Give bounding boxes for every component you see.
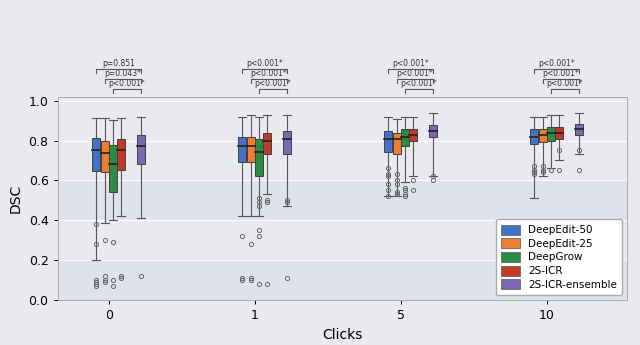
- Text: p<0.001*: p<0.001*: [547, 79, 583, 88]
- Text: p=0.043*: p=0.043*: [104, 69, 141, 78]
- Bar: [556, 127, 563, 138]
- Bar: [385, 130, 392, 152]
- Text: p<0.001*: p<0.001*: [538, 59, 575, 68]
- Bar: [117, 138, 125, 170]
- Bar: [255, 138, 263, 176]
- Bar: [58, 180, 627, 220]
- Bar: [283, 130, 291, 155]
- Text: p<0.001*: p<0.001*: [401, 79, 437, 88]
- Bar: [393, 132, 401, 155]
- Bar: [263, 132, 271, 155]
- Bar: [238, 137, 246, 162]
- Bar: [92, 138, 100, 171]
- Bar: [539, 129, 547, 142]
- Bar: [429, 125, 437, 137]
- Text: p<0.001*: p<0.001*: [255, 79, 291, 88]
- Text: p<0.001*: p<0.001*: [543, 69, 579, 78]
- Text: p=0.851: p=0.851: [102, 59, 135, 68]
- Bar: [575, 124, 583, 135]
- Bar: [547, 127, 555, 140]
- Bar: [109, 146, 117, 193]
- Bar: [409, 129, 417, 140]
- Text: p<0.001*: p<0.001*: [250, 69, 287, 78]
- Bar: [531, 129, 538, 145]
- X-axis label: Clicks: Clicks: [322, 328, 363, 342]
- Bar: [246, 137, 255, 162]
- Bar: [401, 129, 409, 147]
- Y-axis label: DSC: DSC: [9, 184, 23, 213]
- Text: p<0.001*: p<0.001*: [246, 59, 283, 68]
- Bar: [100, 140, 109, 172]
- Bar: [58, 260, 627, 300]
- Bar: [137, 135, 145, 165]
- Text: p<0.001*: p<0.001*: [396, 69, 433, 78]
- Text: p<0.001*: p<0.001*: [108, 79, 145, 88]
- Legend: DeepEdit-50, DeepEdit-25, DeepGrow, 2S-ICR, 2S-ICR-ensemble: DeepEdit-50, DeepEdit-25, DeepGrow, 2S-I…: [495, 219, 622, 295]
- Text: p<0.001*: p<0.001*: [392, 59, 429, 68]
